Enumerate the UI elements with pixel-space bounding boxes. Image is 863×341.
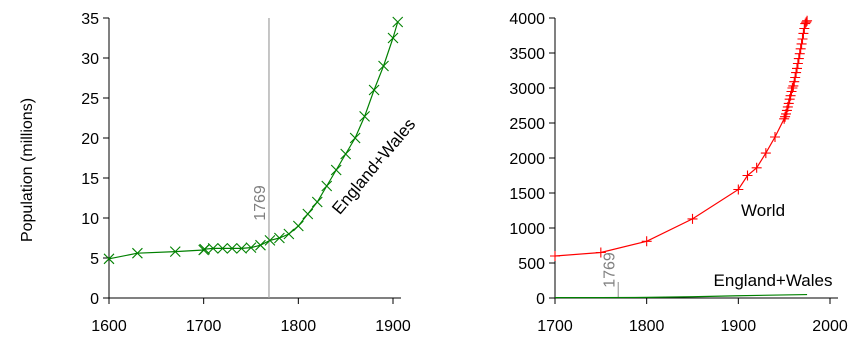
data-point (783, 98, 794, 109)
y-tick-label: 10 (81, 211, 99, 228)
data-point (791, 67, 802, 78)
data-point (796, 38, 807, 49)
data-point (760, 148, 771, 159)
y-tick-label: 30 (81, 51, 99, 68)
y-tick-label: 3500 (509, 46, 545, 63)
series-label: England+Wales (328, 115, 419, 218)
y-tick-label: 0 (536, 291, 545, 308)
data-point (330, 164, 342, 176)
x-tick-label: 1800 (281, 318, 317, 335)
data-point (780, 111, 791, 122)
data-point (798, 28, 809, 39)
data-point (359, 111, 370, 122)
data-point (770, 132, 780, 142)
data-point (169, 246, 181, 257)
data-point (802, 15, 813, 26)
y-tick-label: 35 (81, 11, 99, 28)
data-point (349, 132, 361, 144)
data-point (226, 243, 238, 254)
y-tick-label: 15 (81, 171, 99, 188)
data-point (789, 76, 800, 87)
y-tick-label: 500 (518, 256, 545, 273)
data-point (788, 80, 799, 91)
data-point (792, 58, 803, 69)
y-tick-label: 1500 (509, 186, 545, 203)
data-point (378, 60, 389, 72)
data-point (321, 180, 333, 192)
y-tick-label: 2500 (509, 116, 545, 133)
data-point (687, 213, 698, 224)
data-point (340, 148, 352, 160)
data-point (799, 23, 810, 34)
data-point (779, 113, 790, 124)
data-point (392, 16, 404, 28)
x-tick-label: 1900 (721, 318, 757, 335)
series-england-wales (554, 293, 808, 299)
data-point (792, 63, 802, 74)
data-point (217, 243, 228, 254)
data-point (800, 18, 811, 29)
series-line (554, 20, 808, 257)
series-label: World (741, 201, 785, 220)
x-tick-label: 1700 (537, 318, 573, 335)
x-tick-label: 1600 (91, 318, 127, 335)
x-tick-label: 1700 (186, 318, 222, 335)
data-point (801, 17, 812, 28)
data-point (368, 84, 380, 96)
data-point (236, 243, 247, 254)
chart-panel-2: 0 500 1000 1500 2000 2500 3000 3500 4000 1700 1800… (509, 11, 847, 335)
data-point (264, 235, 276, 246)
series-label: England+Wales (714, 271, 833, 290)
data-point (742, 170, 753, 181)
series-england-wales (103, 16, 404, 265)
y-tick-label: 2000 (509, 151, 545, 168)
series-line (554, 293, 808, 299)
chart-panel-1: 0 5 10 15 20 25 30 35 1600 1700 1800 1900 Population… (19, 11, 419, 335)
y-tick-label: 0 (90, 291, 99, 308)
data-point (292, 220, 304, 232)
data-point (311, 196, 323, 208)
data-point (302, 208, 314, 220)
data-point (751, 162, 762, 173)
data-point (794, 48, 805, 59)
data-point (795, 43, 806, 54)
data-point (274, 232, 285, 244)
x-tick-label: 1900 (375, 318, 411, 335)
data-point (785, 90, 796, 101)
reference-line-label: 1769 (252, 185, 269, 221)
y-axis-title: Population (millions) (19, 98, 36, 242)
series-line (108, 21, 399, 260)
data-point (793, 53, 804, 64)
reference-line-label: 1769 (601, 252, 618, 288)
x-tick-label: 2000 (812, 318, 848, 335)
y-tick-label: 25 (81, 91, 99, 108)
data-point (207, 243, 219, 254)
data-point (733, 184, 744, 195)
data-point (550, 251, 560, 261)
data-point (283, 228, 295, 240)
y-tick-label: 3000 (509, 81, 545, 98)
y-tick-label: 5 (90, 251, 99, 268)
data-point (797, 34, 808, 44)
data-point (787, 83, 798, 93)
y-tick-label: 4000 (509, 11, 545, 28)
data-point (132, 247, 143, 259)
series-world (550, 15, 813, 261)
data-point (245, 242, 257, 253)
data-point (595, 247, 606, 258)
data-point (255, 239, 266, 251)
y-tick-label: 1000 (509, 221, 545, 238)
y-tick-label: 20 (81, 131, 99, 148)
data-point (103, 253, 115, 265)
data-point (790, 72, 801, 83)
data-point (641, 236, 652, 247)
data-point (199, 243, 211, 255)
x-tick-label: 1800 (629, 318, 665, 335)
data-point (387, 32, 399, 44)
